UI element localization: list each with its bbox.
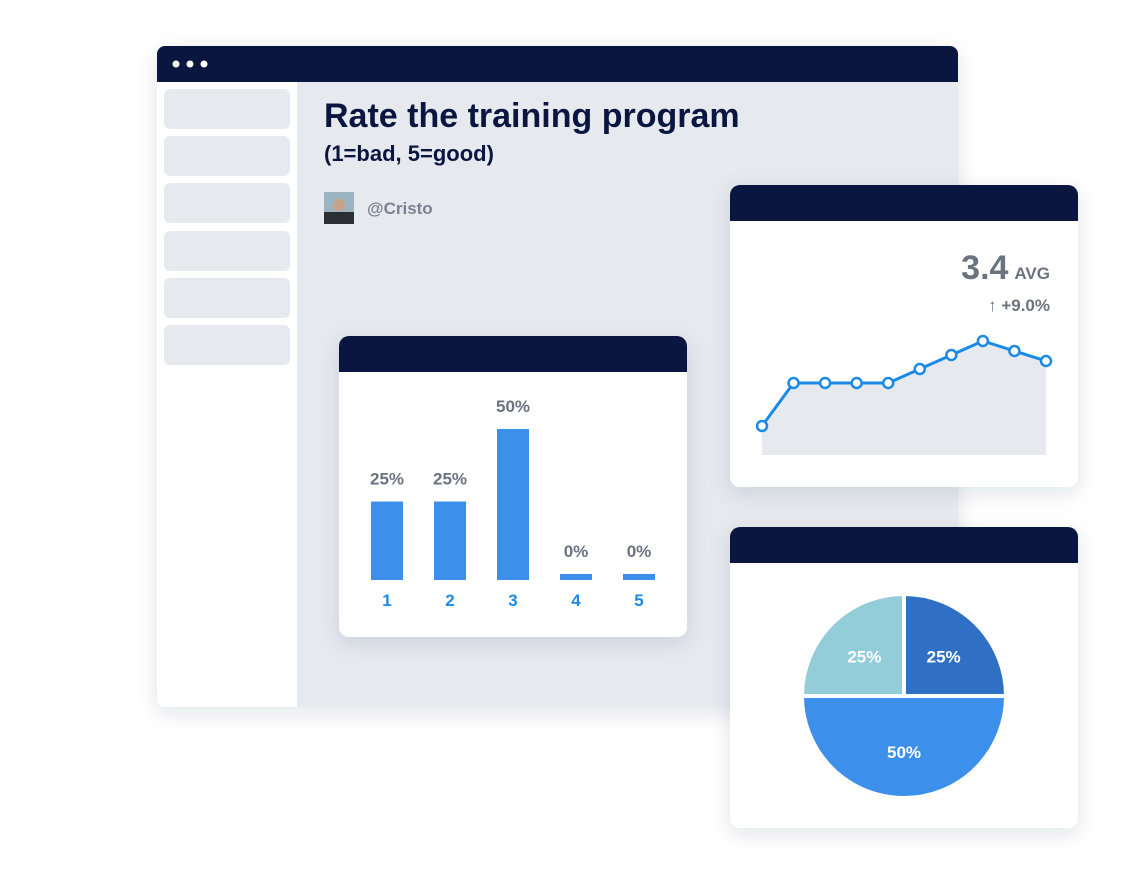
bar-value-label: 25% [433, 470, 467, 489]
line-point [818, 376, 832, 390]
card-header [730, 185, 1078, 221]
line-point [1039, 354, 1053, 368]
card-header [730, 527, 1078, 563]
average-label: AVG [1014, 264, 1050, 283]
bar-category-label: 3 [508, 591, 517, 610]
bar-category-label: 5 [634, 591, 643, 610]
avatar [324, 192, 354, 224]
bar-value-label: 50% [496, 397, 530, 416]
question-title: Rate the training program [324, 97, 740, 135]
line-point [755, 419, 769, 433]
average-change: ↑ +9.0% [988, 296, 1050, 315]
bar [623, 574, 655, 580]
line-point [1008, 344, 1021, 358]
line-point [945, 348, 958, 362]
sidebar-item[interactable] [164, 183, 290, 223]
line [760, 339, 1047, 427]
pie-slice [902, 592, 1008, 698]
window-dot [172, 60, 180, 68]
window-dot [200, 60, 208, 68]
bar-value-label: 25% [370, 470, 404, 489]
line-point [850, 376, 863, 390]
pie-label: 50% [887, 743, 921, 762]
line-point [976, 334, 990, 348]
pie-label: 25% [927, 647, 961, 666]
avatar-body [324, 212, 354, 224]
question-subtitle: (1=bad, 5=good) [324, 141, 494, 166]
sidebar-item[interactable] [164, 136, 290, 176]
average-value: 3.4 [961, 249, 1008, 287]
bar-category-label: 1 [382, 591, 391, 610]
bar-category-label: 2 [445, 591, 454, 610]
pie-label: 25% [847, 647, 881, 666]
bar-category-label: 4 [571, 591, 581, 610]
line-point [913, 362, 927, 376]
bar [371, 501, 403, 580]
line-area [762, 341, 1046, 455]
pie-slice [800, 694, 1008, 800]
sidebar-item[interactable] [164, 325, 290, 365]
user-handle: @Cristo [367, 199, 433, 218]
window-header [157, 46, 958, 82]
bar [497, 429, 529, 580]
pie-slice [800, 592, 906, 698]
sidebar [164, 89, 290, 365]
bar [434, 501, 466, 580]
sidebar-item[interactable] [164, 231, 290, 271]
avatar-head [333, 199, 345, 211]
bar-value-label: 0% [627, 542, 652, 561]
line-point [881, 376, 895, 390]
bar [560, 574, 592, 580]
sidebar-item[interactable] [164, 89, 290, 129]
average: 3.4 AVG [961, 249, 1050, 287]
bar-value-label: 0% [564, 542, 589, 561]
card-header [339, 336, 687, 372]
window-dot [186, 60, 194, 68]
sidebar-item[interactable] [164, 278, 290, 318]
line-point [787, 376, 800, 390]
